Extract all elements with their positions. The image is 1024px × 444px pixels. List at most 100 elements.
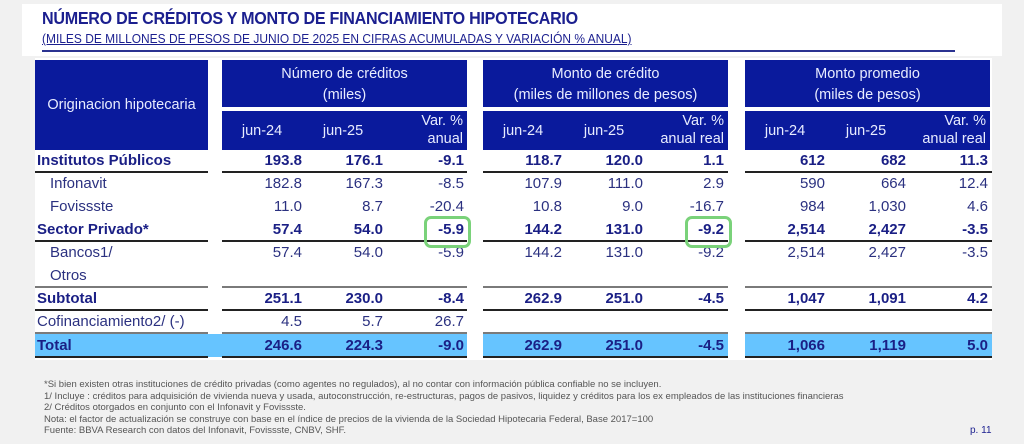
col-header: Var. % anual (421, 112, 463, 148)
cell: 262.9 (524, 290, 562, 307)
group-title: Número de créditos (281, 66, 408, 82)
cell: -8.5 (438, 175, 464, 192)
cell: 682 (880, 152, 906, 169)
cell: 984 (799, 198, 825, 215)
cell: 664 (880, 175, 906, 192)
col-header: jun-24 (764, 123, 806, 139)
cell: -3.5 (962, 221, 988, 238)
cell: -16.7 (689, 198, 724, 215)
cell: 2,514 (787, 244, 825, 261)
cell: 54.0 (353, 221, 383, 238)
row-divider (483, 356, 728, 358)
row-divider (483, 332, 728, 334)
cell: 246.6 (264, 337, 302, 354)
table-row: Total 246.6 224.3 -9.0 262.9 251.0 -4.5 1,066 1,… (35, 334, 992, 357)
row-label: Fovissste (50, 198, 114, 215)
cell: -9.1 (438, 152, 464, 169)
col-header: jun-25 (845, 123, 887, 139)
group-header: Número de créditos (miles) (222, 60, 467, 107)
row-header: Originacion hipotecaria (35, 60, 208, 150)
cell: -5.9 (438, 221, 464, 238)
page-subtitle: (MILES DE MILLONES DE PESOS DE JUNIO DE … (42, 31, 632, 46)
row-label: Subtotal (37, 290, 97, 307)
var-label: Var. % (944, 113, 986, 129)
cell: 8.7 (362, 198, 383, 215)
subheader: jun-24 jun-25 Var. % anual (222, 111, 467, 150)
var-label: anual real (922, 131, 986, 147)
cell: 262.9 (524, 337, 562, 354)
cell: 12.4 (958, 175, 988, 192)
cell: 131.0 (605, 221, 643, 238)
cell: 1,066 (787, 337, 825, 354)
row-divider (483, 171, 728, 173)
cell: 120.0 (605, 152, 643, 169)
row-divider (483, 309, 728, 311)
cell: -9.0 (438, 337, 464, 354)
cell: 11.0 (273, 198, 302, 215)
cell: 9.0 (622, 198, 643, 215)
subheader: jun-24 jun-25 Var. % anual real (483, 111, 728, 150)
cell: 57.4 (272, 221, 302, 238)
row-divider (222, 332, 467, 334)
col-header: jun-24 (241, 123, 283, 139)
var-label: Var. % (682, 113, 724, 129)
cell: 193.8 (264, 152, 302, 169)
row-divider (35, 171, 208, 173)
row-divider (483, 240, 728, 242)
group-title: Monto de crédito (551, 66, 660, 82)
row-divider (35, 356, 208, 358)
cell: 144.2 (524, 244, 562, 261)
row-divider (35, 240, 208, 242)
cell: 251.1 (264, 290, 302, 307)
row-divider (745, 356, 992, 358)
cell: 251.0 (605, 290, 643, 307)
footnote: Fuente: BBVA Research con datos del Info… (44, 425, 347, 437)
row-divider (35, 286, 208, 288)
cell: 251.0 (605, 337, 643, 354)
row-divider (745, 240, 992, 242)
cell: 1,119 (869, 337, 906, 354)
var-label: Var. % (421, 113, 463, 129)
row-label: Otros (50, 267, 87, 284)
col-header: jun-24 (502, 123, 544, 139)
cell: 1,030 (868, 198, 906, 215)
cell: 4.5 (281, 313, 302, 330)
col-header: jun-25 (583, 123, 625, 139)
cell: 1.1 (703, 152, 724, 169)
table-row: Institutos Públicos 193.8 176.1 -9.1 118.7 12… (35, 149, 992, 172)
subheader: jun-24 jun-25 Var. % anual real (745, 111, 990, 150)
cell: 4.2 (967, 290, 988, 307)
cell: 2,514 (787, 221, 825, 238)
col-header: Var. % anual real (922, 112, 986, 148)
cell: 2,427 (868, 221, 906, 238)
footnote: Nota: el factor de actualización se cons… (44, 413, 654, 425)
cell: 590 (799, 175, 825, 192)
row-divider (222, 309, 467, 311)
group-header: Monto de crédito (miles de millones de p… (483, 60, 728, 107)
page-title: NÚMERO DE CRÉDITOS Y MONTO DE FINANCIAMI… (42, 8, 578, 28)
table-row: Infonavit 182.8 167.3 -8.5 107.9 111.0 2.9 590 6… (35, 172, 992, 195)
table-row: Sector Privado* 57.4 54.0 -5.9 144.2 131.0 -9.… (35, 218, 992, 241)
table-row: Otros (35, 264, 992, 287)
cell: -4.5 (698, 290, 724, 307)
cell: 167.3 (345, 175, 383, 192)
cell: -8.4 (438, 290, 464, 307)
cell: 10.8 (532, 198, 562, 215)
row-label: Institutos Públicos (37, 152, 172, 169)
col-header: Var. % anual real (660, 112, 724, 148)
footnote: 2/ Créditos otorgados en conjunto con el… (44, 402, 306, 414)
table-row: Fovissste 11.0 8.7 -20.4 10.8 9.0 -16.7 984 1,03… (35, 195, 992, 218)
group-header: Monto promedio (miles de pesos) (745, 60, 990, 107)
row-label: Total (37, 337, 72, 354)
cell: 144.2 (524, 221, 562, 238)
cell: 118.7 (525, 152, 562, 169)
cell: 176.1 (345, 152, 383, 169)
cell: 131.0 (605, 244, 643, 261)
cell: 4.6 (967, 198, 988, 215)
cell: 230.0 (345, 290, 383, 307)
cell: 107.9 (524, 175, 562, 192)
cell: -3.5 (962, 244, 988, 261)
title-divider (42, 50, 955, 52)
table-row: Bancos1/57.4 54.0 -5.9 144.2 131.0 -9.2 2,514 2… (35, 241, 992, 264)
cell: 54.0 (353, 244, 383, 261)
